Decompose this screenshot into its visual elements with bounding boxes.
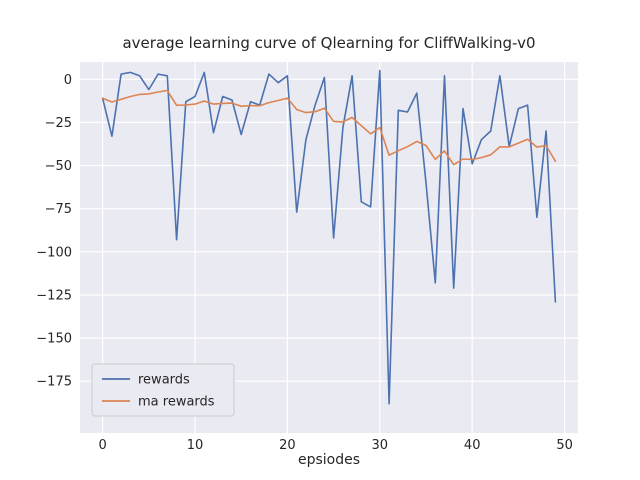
x-axis-label: epsiodes <box>297 452 361 468</box>
series-line-rewards <box>101 69 557 405</box>
series-line-ma-rewards <box>101 89 557 166</box>
legend-label-ma-rewards: ma rewards <box>138 395 215 410</box>
y-tick-label: −25 <box>45 116 72 131</box>
legend-label-rewards: rewards <box>138 373 190 388</box>
x-tick-label: 10 <box>187 438 204 453</box>
y-tick-label: −175 <box>36 375 72 390</box>
y-tick-label: −100 <box>36 245 72 260</box>
x-tick-label: 0 <box>98 438 106 453</box>
x-tick-label: 40 <box>464 438 481 453</box>
x-tick-label: 30 <box>372 438 389 453</box>
y-tick-label: −150 <box>36 332 72 347</box>
y-tick-label: −75 <box>45 202 72 217</box>
y-tick-label: −50 <box>45 159 72 174</box>
legend-box <box>91 363 235 417</box>
x-tick-label: 50 <box>556 438 573 453</box>
y-tick-label: −125 <box>36 289 72 304</box>
x-tick-label: 20 <box>279 438 296 453</box>
y-tick-label: 0 <box>64 73 72 88</box>
chart-title: average learning curve of Qlearning for … <box>122 34 536 52</box>
